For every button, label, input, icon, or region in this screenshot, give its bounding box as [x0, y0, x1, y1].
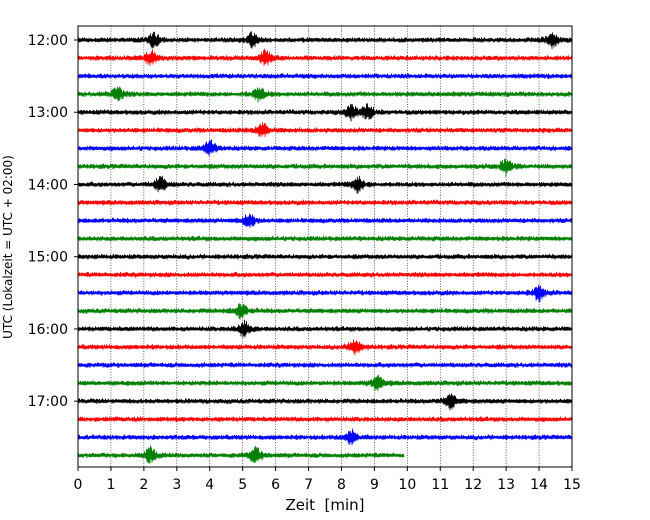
x-tick-label: 14	[530, 477, 548, 493]
x-tick-label: 5	[238, 477, 247, 493]
x-axis-label: Zeit [min]	[285, 496, 364, 514]
trace-1645	[77, 374, 573, 392]
x-tick-label: 3	[172, 477, 181, 493]
vertical-grid	[110, 26, 540, 467]
trace-1715	[77, 416, 573, 423]
x-tick-label: 1	[106, 477, 115, 493]
x-tick-label: 0	[74, 477, 83, 493]
trace-1545	[77, 303, 573, 320]
trace-1700	[77, 393, 573, 411]
x-tick-label: 11	[431, 477, 449, 493]
x-tick-label: 7	[304, 477, 313, 493]
y-tick-label: 16:00	[28, 322, 68, 338]
trace-1430	[77, 213, 573, 229]
trace-1500	[77, 253, 573, 260]
x-tick-label: 12	[464, 477, 482, 493]
plot-area	[78, 26, 572, 467]
trace-1200	[77, 31, 573, 49]
trace-1615	[77, 339, 573, 356]
x-tick-label: 15	[563, 477, 581, 493]
x-tick-label: 9	[370, 477, 379, 493]
trace-1215	[77, 48, 573, 66]
y-tick-label: 14:00	[28, 177, 68, 193]
trace-1445	[77, 235, 573, 242]
x-tick-label: 2	[139, 477, 148, 493]
trace-1315	[77, 122, 573, 138]
x-axis-ticks: 0 1 2 3 4 5 6 7 8 9 10 11 12 13 14 15	[74, 467, 581, 493]
x-tick-label: 6	[271, 477, 280, 493]
y-axis-ticks: 12:00 13:00 14:00 15:00 16:00 17:00	[28, 33, 78, 410]
trace-1530	[77, 284, 573, 303]
trace-1245	[77, 86, 573, 103]
trace-1300	[77, 103, 573, 122]
trace-1630	[77, 361, 573, 369]
trace-1745	[77, 445, 405, 465]
trace-1345	[77, 158, 573, 177]
trace-1600	[77, 319, 573, 338]
y-tick-label: 15:00	[28, 250, 68, 266]
trace-1230	[77, 73, 573, 80]
x-tick-label: 13	[497, 477, 515, 493]
x-tick-label: 8	[337, 477, 346, 493]
trace-1400	[77, 175, 573, 194]
x-tick-label: 4	[205, 477, 214, 493]
trace-1330	[77, 139, 573, 157]
plot-border	[77, 25, 573, 468]
y-axis-label: UTC (Lokalzeit = UTC + 02:00)	[1, 155, 15, 339]
y-tick-label: 13:00	[28, 105, 68, 121]
y-tick-label: 17:00	[28, 394, 68, 410]
trace-1515	[77, 271, 573, 278]
x-tick-label: 10	[398, 477, 416, 493]
y-tick-label: 12:00	[28, 33, 68, 49]
trace-1415	[77, 199, 573, 206]
seismic-traces	[77, 31, 573, 465]
trace-1730	[77, 428, 573, 446]
